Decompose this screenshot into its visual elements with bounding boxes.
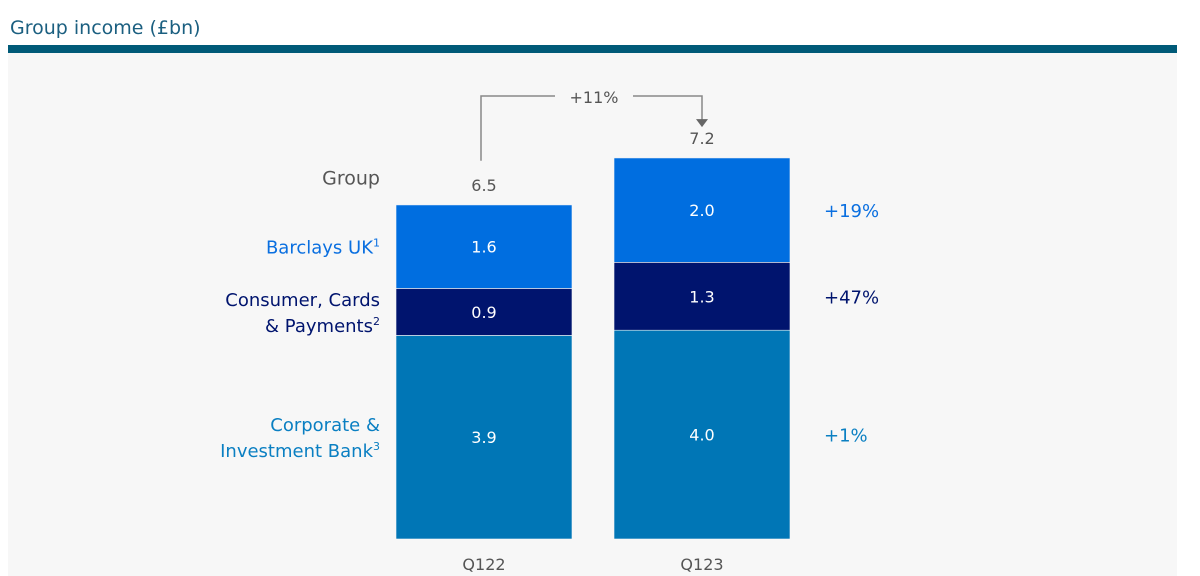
series-change-label: +47%	[824, 287, 879, 308]
chart-title: Group income (£bn)	[10, 17, 201, 39]
segment-value-label: 4.0	[689, 426, 714, 445]
bar-segment	[613, 157, 791, 263]
chart-panel	[8, 53, 1177, 576]
segment-value-label: 3.9	[471, 428, 496, 447]
segment-value-label: 0.9	[471, 303, 496, 322]
segment-value-label: 1.6	[471, 238, 496, 257]
series-label: Corporate &	[270, 415, 380, 436]
series-change-label: +19%	[824, 201, 879, 222]
total-value-label: 6.5	[471, 176, 496, 195]
footnote-marker: 2	[373, 315, 380, 328]
bar-segment	[395, 288, 573, 336]
series-label: Consumer, Cards	[225, 290, 380, 311]
x-tick-label: Q122	[462, 555, 505, 574]
footnote-marker: 1	[373, 237, 380, 250]
arrow-down-icon	[696, 119, 708, 128]
series-label: & Payments2	[265, 315, 380, 337]
total-change-label: +11%	[570, 88, 619, 107]
segment-value-label: 2.0	[689, 201, 714, 220]
footnote-marker: 3	[373, 440, 380, 453]
title-rule	[8, 45, 1177, 53]
series-label: Barclays UK1	[266, 237, 380, 259]
change-bracket-line	[480, 95, 555, 161]
group-total-label: Group	[322, 168, 380, 190]
bar-segment	[395, 335, 573, 540]
series-label: Investment Bank3	[220, 440, 380, 462]
segment-value-label: 1.3	[689, 287, 714, 306]
total-value-label: 7.2	[689, 129, 714, 148]
x-tick-label: Q123	[680, 555, 723, 574]
bar-segment	[613, 329, 791, 540]
bar-segment	[613, 262, 791, 331]
bar-segment	[395, 204, 573, 289]
series-change-label: +1%	[824, 426, 868, 447]
change-bracket-line	[633, 95, 703, 122]
